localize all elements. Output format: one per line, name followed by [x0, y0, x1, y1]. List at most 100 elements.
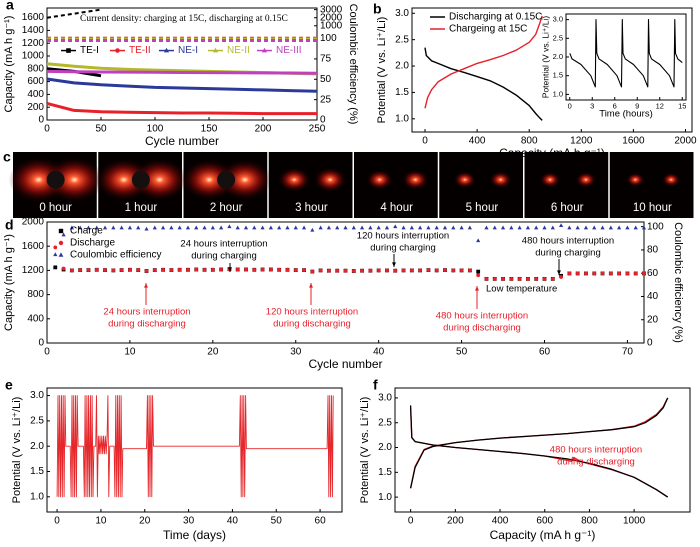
data-point: [327, 268, 331, 273]
data-point: [476, 273, 481, 278]
x-tick-label: 150: [201, 124, 218, 135]
data-point: [592, 225, 597, 230]
data-point: [94, 267, 99, 272]
glow: [453, 171, 476, 188]
x-tick-label: 60: [539, 347, 551, 358]
data-point: [243, 225, 249, 230]
data-point: [53, 252, 58, 257]
x-tick-label: 40: [373, 347, 385, 358]
y2-tick-label: 100: [320, 33, 337, 44]
y-tick-label: 1.0: [378, 492, 392, 503]
data-point: [169, 268, 174, 272]
x-tick-label: 0: [422, 136, 428, 147]
y-tick-label: 3.0: [395, 8, 409, 19]
data-point: [401, 225, 406, 230]
data-line: [409, 397, 669, 489]
data-point: [633, 271, 638, 276]
data-point: [177, 225, 182, 230]
arrow-head: [144, 283, 148, 288]
panel-label: b: [373, 1, 382, 17]
data-point: [608, 225, 613, 230]
data-point: [583, 225, 589, 230]
photo-frame: [524, 152, 609, 218]
data-point: [534, 276, 539, 281]
y2-tick-label: 3000: [320, 4, 343, 15]
data-point: [260, 267, 265, 272]
data-point: [53, 265, 58, 270]
glow: [662, 172, 681, 187]
y-tick-label: 1200: [22, 265, 45, 276]
data-point: [501, 276, 505, 281]
data-point: [393, 268, 398, 273]
data-line: [424, 47, 543, 121]
y2-tick-label: 100: [647, 221, 664, 232]
data-point: [78, 268, 83, 272]
frame-label: 1 hour: [125, 202, 158, 214]
data-point: [451, 225, 456, 230]
glow: [44, 157, 105, 203]
data-point: [244, 267, 248, 272]
x-tick-label: 250: [309, 124, 326, 135]
annotation: during discharging: [443, 323, 521, 334]
arrow-head: [228, 267, 232, 272]
annotation: 120 hours interruption: [357, 231, 449, 242]
data-point: [61, 266, 66, 271]
y-tick-label: 2.0: [395, 61, 409, 72]
y-axis-label: Potential (V vs. Li⁺/Li): [376, 17, 388, 124]
data-point: [335, 225, 340, 230]
data-point: [53, 245, 58, 250]
x-tick-label: 400: [469, 136, 486, 147]
data-point: [169, 225, 174, 230]
data-point: [434, 268, 439, 273]
x-tick-label: 6: [613, 102, 617, 111]
data-point: [136, 225, 141, 230]
annotation: during charging: [535, 248, 601, 259]
glow: [278, 167, 311, 192]
data-point: [202, 225, 207, 230]
y-tick-label: 2.0: [553, 52, 563, 61]
annotation: 480 hours interruption: [436, 311, 528, 322]
y-tick-label: 1.0: [395, 113, 409, 124]
x-tick-label: 200: [447, 516, 464, 527]
annotation: during discharging: [273, 319, 351, 330]
x-tick-label: 200: [255, 124, 272, 135]
electrode: [217, 170, 236, 189]
data-point: [235, 267, 240, 272]
glow: [402, 169, 429, 190]
x-axis-label: Cycle number: [308, 357, 382, 371]
legend-marker: [58, 240, 64, 246]
legend-label: NE-I: [178, 45, 198, 56]
frame-label: 3 hour: [295, 202, 328, 214]
frame-label: 2 hour: [210, 202, 243, 214]
arrow-head: [392, 262, 396, 267]
y-tick-label: 0: [38, 338, 44, 349]
data-point: [144, 226, 149, 231]
data-point: [368, 225, 373, 230]
data-point: [335, 268, 340, 273]
x-tick-label: 800: [581, 516, 598, 527]
x-tick-label: 10: [124, 347, 136, 358]
data-point: [69, 225, 74, 230]
y-tick-label: 2.5: [378, 417, 392, 428]
data-point: [227, 224, 232, 229]
data-line: [424, 15, 543, 109]
y-tick-label: 1.5: [378, 467, 392, 478]
data-point: [78, 225, 83, 230]
legend-label: NE-II: [227, 45, 250, 56]
legend-label: Discharging at 0.15C: [449, 12, 542, 23]
y-tick-label: 2.0: [378, 442, 392, 453]
x-tick-label: 0: [44, 347, 50, 358]
data-point: [625, 271, 630, 276]
data-point: [476, 238, 481, 243]
y2-tick-label: 60: [647, 268, 659, 279]
plot-frame: [565, 13, 687, 101]
glow: [489, 171, 512, 188]
x-tick-label: 100: [147, 124, 164, 135]
y-tick-label: 1.5: [395, 87, 409, 98]
plot-frame: [46, 7, 318, 121]
data-point: [359, 225, 365, 230]
x-tick-label: 2000: [674, 136, 697, 147]
data-point: [103, 268, 107, 272]
x-tick-label: 1600: [622, 136, 645, 147]
electrode: [46, 170, 65, 189]
